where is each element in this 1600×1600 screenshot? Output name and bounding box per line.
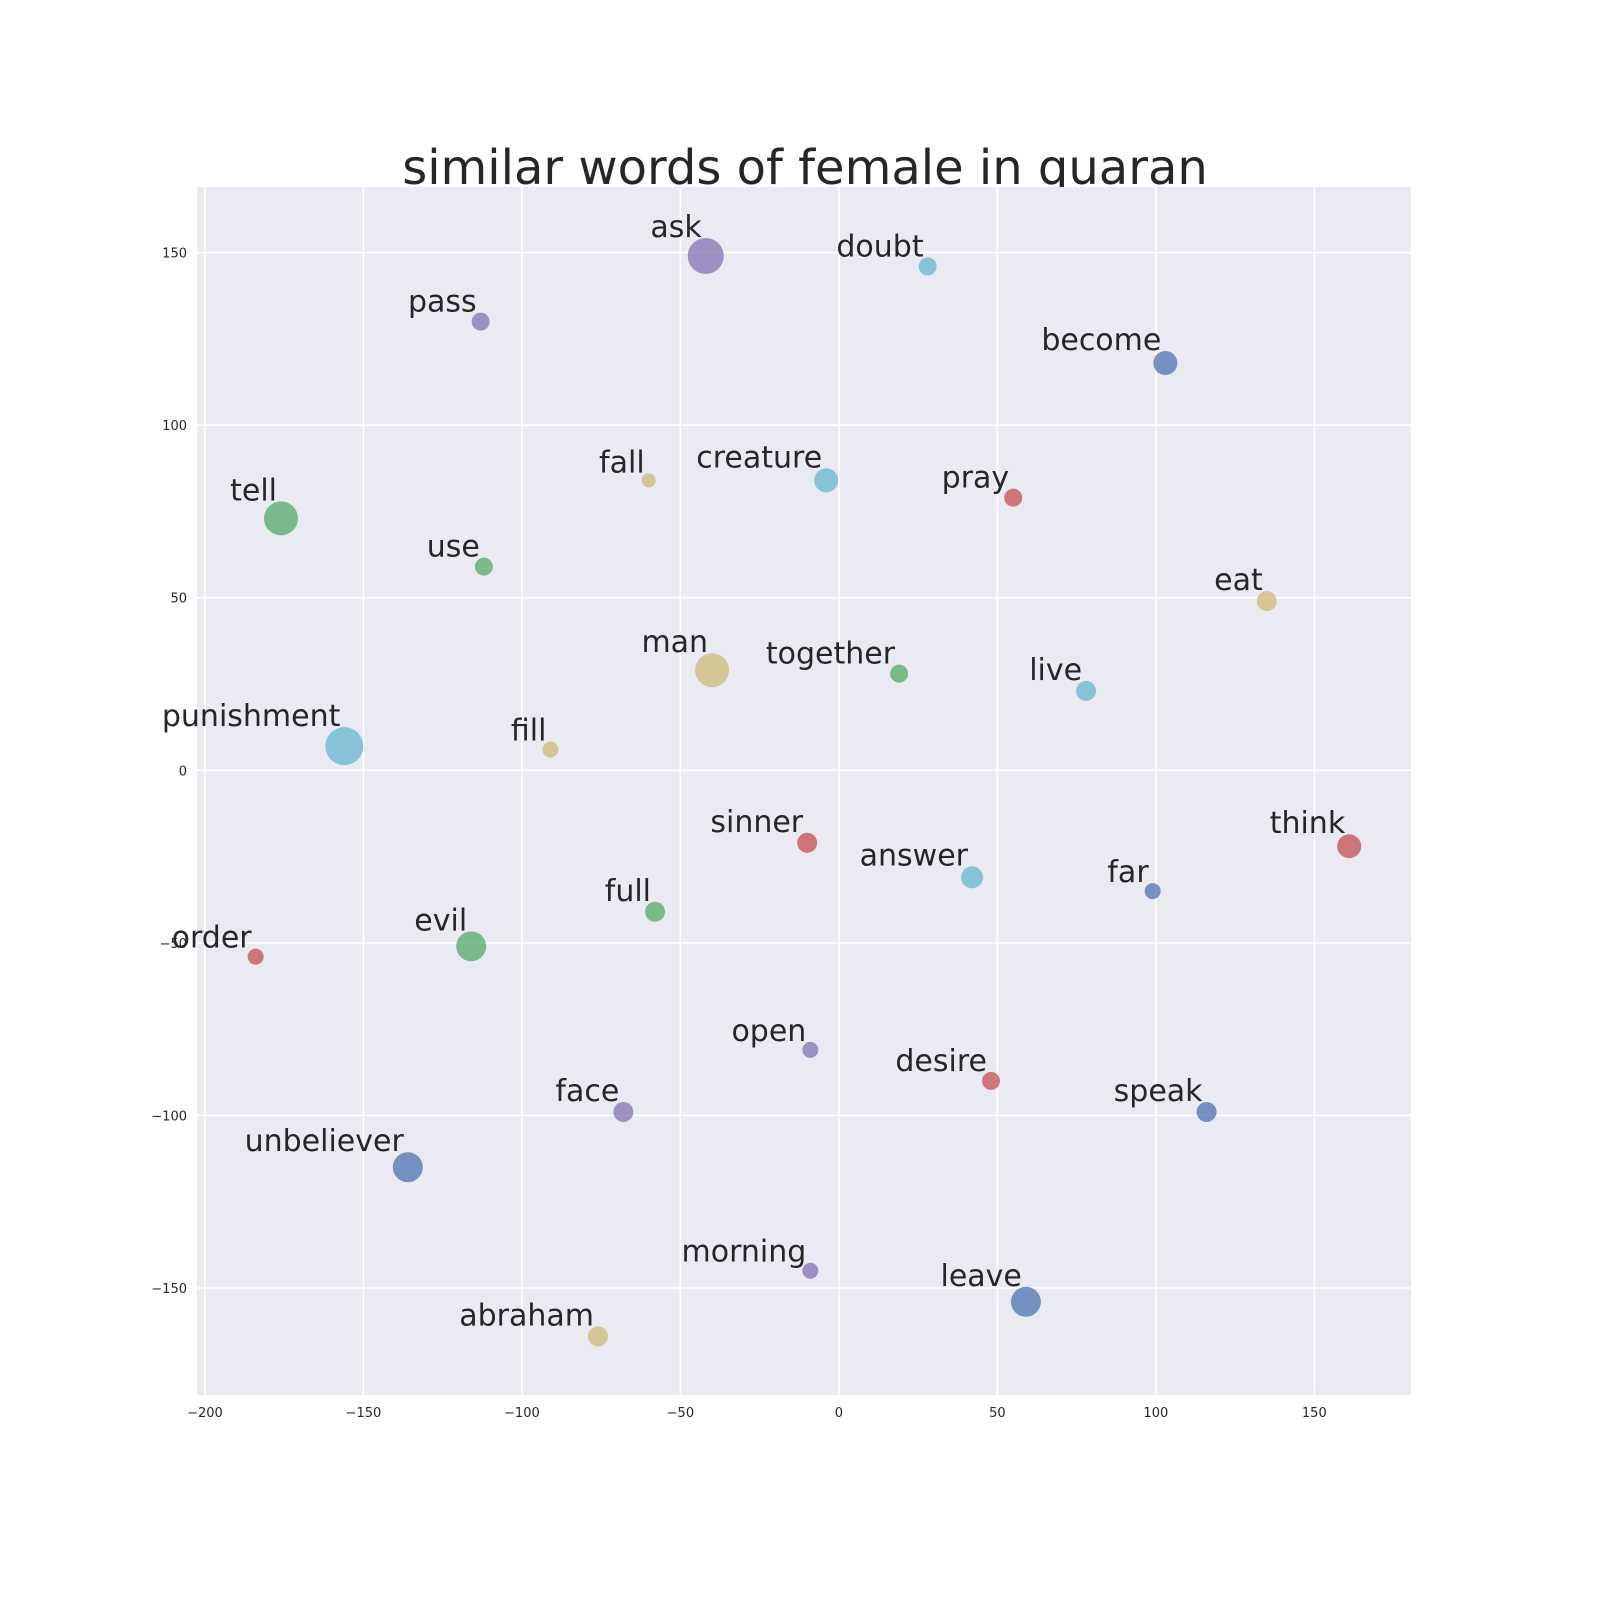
point-label-pass: pass [408,285,477,320]
plot-area [197,187,1411,1395]
chart-title: similar words of female in quaran [402,140,1208,196]
point-label-full: full [605,874,651,909]
data-point-desire [982,1071,1001,1090]
y-tick-label: 50 [170,592,187,607]
x-tick-label: 100 [1143,1406,1168,1421]
point-label-open: open [731,1014,806,1049]
point-label-live: live [1029,653,1082,688]
point-label-fill: fill [511,714,547,749]
data-point-doubt [918,257,937,276]
data-point-answer [960,866,983,889]
data-point-full [645,901,666,922]
point-label-desire: desire [895,1044,987,1079]
data-point-together [890,664,909,683]
point-label-abraham: abraham [459,1298,594,1333]
data-point-become [1153,351,1178,376]
y-tick-label: −150 [151,1282,187,1297]
data-point-punishment [325,727,364,766]
data-point-abraham [587,1326,608,1347]
x-tick-label: 0 [835,1406,843,1421]
point-label-order: order [172,921,253,956]
data-point-leave [1010,1286,1041,1317]
point-label-eat: eat [1214,563,1263,598]
point-label-pray: pray [942,461,1010,496]
data-points [247,238,1362,1347]
data-point-use [474,557,493,576]
data-point-face [613,1101,634,1122]
point-label-unbeliever: unbeliever [245,1124,405,1159]
data-point-live [1076,680,1097,701]
data-point-sinner [797,832,818,853]
point-label-use: use [427,530,480,565]
point-label-tell: tell [230,473,277,508]
data-point-creature [814,468,839,493]
data-point-open [802,1041,819,1058]
data-point-far [1144,883,1161,900]
y-tick-label: −50 [160,937,187,952]
point-label-man: man [641,625,708,660]
point-label-ask: ask [650,210,702,245]
data-point-morning [802,1262,819,1279]
data-point-speak [1196,1101,1217,1122]
data-point-pass [471,312,490,331]
x-tick-label: 150 [1302,1406,1327,1421]
data-point-evil [456,931,487,962]
x-tick-label: −50 [667,1406,694,1421]
data-point-ask [687,238,724,275]
data-point-unbeliever [392,1152,423,1183]
point-label-doubt: doubt [836,229,923,264]
point-label-sinner: sinner [710,805,803,840]
point-label-think: think [1270,806,1346,841]
x-tick-label: −200 [187,1406,223,1421]
y-tick-label: 100 [162,419,187,434]
point-label-fall: fall [599,445,645,480]
data-point-order [247,948,264,965]
y-tick-label: −100 [151,1109,187,1124]
data-point-tell [263,501,298,536]
point-label-creature: creature [696,440,822,475]
point-label-far: far [1107,855,1149,890]
point-label-speak: speak [1114,1074,1204,1109]
data-point-fill [542,741,559,758]
axis-ticks: −200 −150 −100 −50 0 50 100 150 −150 −100 −50 0 50 10… [151,247,1326,1421]
x-tick-label: 50 [989,1406,1006,1421]
y-tick-label: 150 [162,247,187,262]
data-point-fall [641,473,656,488]
x-tick-label: −150 [346,1406,382,1421]
point-label-together: together [766,637,896,672]
data-point-eat [1256,591,1277,612]
data-point-man [695,653,730,688]
point-label-morning: morning [682,1235,807,1270]
point-label-punishment: punishment [162,699,341,734]
point-label-face: face [555,1074,619,1109]
point-label-become: become [1041,323,1161,358]
point-label-answer: answer [860,838,969,873]
y-tick-label: 0 [179,764,187,779]
x-tick-label: −100 [504,1406,540,1421]
point-labels: ask doubt pass become fall creature pray tell us… [162,210,1346,1333]
data-point-think [1337,834,1362,859]
point-label-leave: leave [940,1259,1021,1294]
point-label-evil: evil [414,903,467,938]
data-point-pray [1004,488,1023,507]
